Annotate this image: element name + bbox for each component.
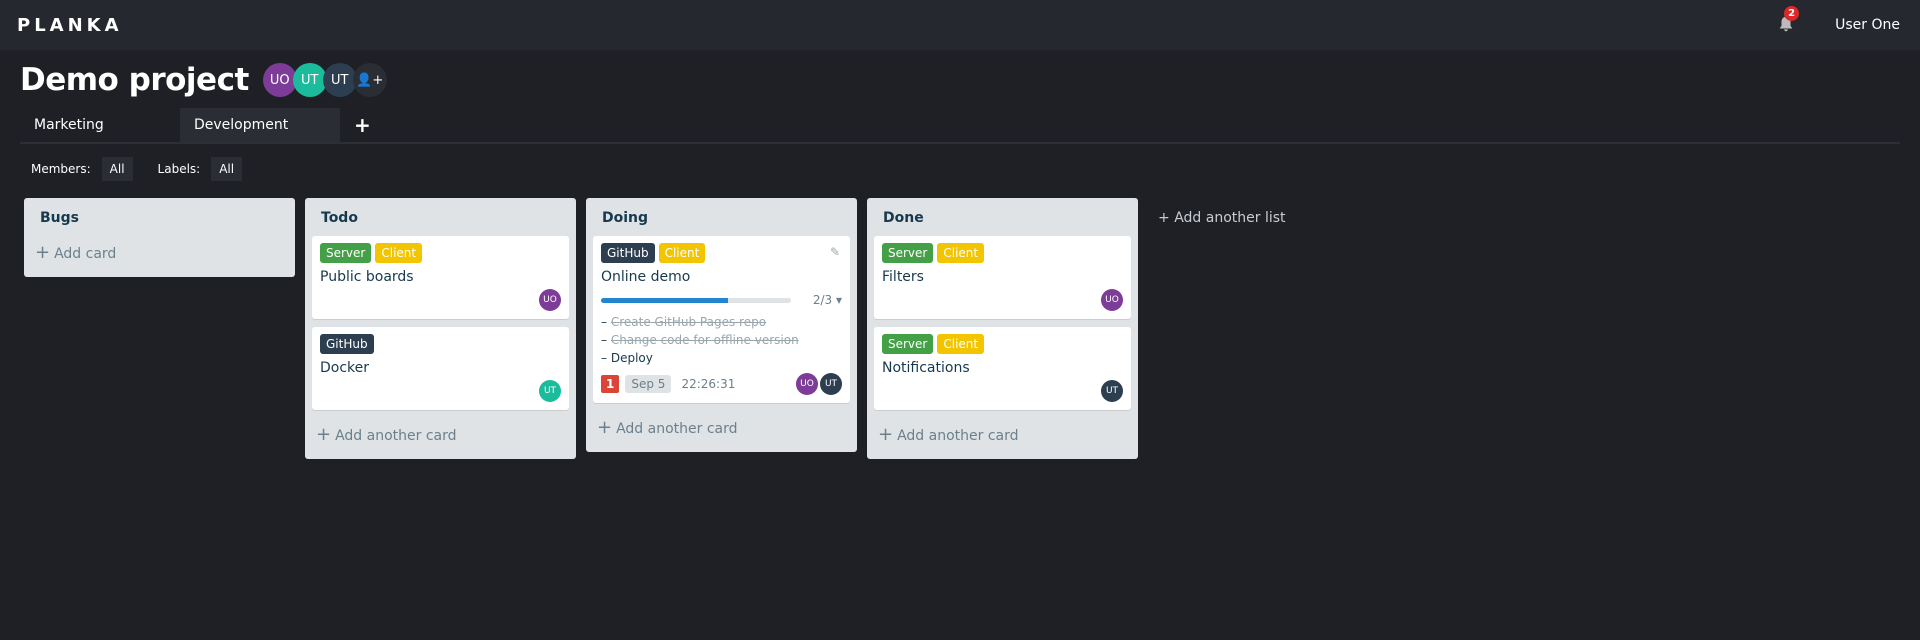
plus-icon: +	[316, 424, 332, 445]
logo[interactable]: PLANKA	[17, 14, 123, 36]
member-avatar[interactable]: UT	[292, 63, 327, 97]
member-avatar: UO	[796, 373, 818, 395]
add-card-button[interactable]: + Add another card	[597, 417, 738, 438]
card-title: Filters	[882, 269, 924, 285]
card-title: Online demo	[601, 269, 691, 285]
tab-marketing[interactable]: Marketing	[34, 117, 104, 133]
card-title: Public boards	[320, 269, 414, 285]
progress-bar	[601, 297, 791, 303]
member-avatar: UT	[820, 373, 842, 395]
comment-count: 1	[601, 375, 620, 393]
member-avatar: UT	[539, 380, 561, 402]
list-todo: Todo Server Client Public boards UO GitHu…	[305, 198, 576, 459]
member-avatar[interactable]: UT	[322, 63, 357, 97]
label-client: Client	[937, 334, 985, 354]
plus-icon: +	[354, 113, 371, 137]
add-member-button[interactable]: 👤+	[352, 63, 387, 97]
task-item[interactable]: – Deploy	[601, 351, 653, 365]
member-avatar[interactable]: UO	[262, 63, 297, 97]
progress-count: 2/3 ▾	[812, 293, 842, 307]
label-client: Client	[937, 243, 985, 263]
add-card-button[interactable]: + Add another card	[316, 424, 457, 445]
label-client: Client	[658, 243, 706, 263]
list-bugs: Bugs + Add card	[24, 198, 295, 277]
add-board-button[interactable]: +	[340, 108, 385, 142]
members-filter-label: Members:	[31, 162, 91, 176]
member-avatar: UT	[1101, 380, 1123, 402]
plus-icon: +	[878, 424, 894, 445]
label-github: GitHub	[320, 334, 374, 354]
card[interactable]: GitHub Docker UT	[312, 327, 569, 410]
user-menu[interactable]: User One	[1835, 17, 1900, 33]
list-title[interactable]: Doing	[602, 210, 649, 226]
timer[interactable]: 22:26:31	[681, 377, 736, 391]
caret-down-icon: ▾	[835, 293, 842, 307]
label-server: Server	[882, 243, 934, 263]
list-title[interactable]: Bugs	[40, 210, 79, 226]
card[interactable]: ✎ GitHub Client Online demo 2/3 ▾ – Creat…	[593, 236, 850, 403]
member-avatar: UO	[539, 289, 561, 311]
label-server: Server	[320, 243, 372, 263]
notifications-button[interactable]: 2	[1777, 6, 1800, 35]
label-github: GitHub	[601, 243, 655, 263]
plus-icon: +	[597, 417, 613, 438]
progress-fill	[601, 297, 729, 303]
top-bar: PLANKA 2 User One	[0, 0, 1920, 50]
tab-development[interactable]: Development	[180, 108, 340, 142]
card[interactable]: Server Client Filters UO	[874, 236, 1131, 319]
card[interactable]: Server Client Notifications UT	[874, 327, 1131, 410]
plus-icon: +	[1158, 210, 1175, 226]
task-progress[interactable]: 2/3 ▾	[601, 293, 842, 307]
plus-icon: +	[35, 242, 51, 263]
project-title: Demo project	[20, 62, 249, 98]
card-title: Docker	[320, 360, 370, 376]
list-title[interactable]: Todo	[321, 210, 358, 226]
task-item[interactable]: – Change code for offline version	[601, 333, 799, 347]
label-server: Server	[882, 334, 934, 354]
task-item[interactable]: – Create GitHub Pages repo	[601, 315, 767, 329]
pencil-icon[interactable]: ✎	[829, 245, 840, 259]
member-avatar: UO	[1101, 289, 1123, 311]
add-list-button[interactable]: + Add another list	[1158, 210, 1286, 226]
notification-count: 2	[1784, 6, 1800, 21]
user-plus-icon: 👤+	[356, 72, 384, 88]
card[interactable]: Server Client Public boards UO	[312, 236, 569, 319]
list-title[interactable]: Done	[883, 210, 924, 226]
due-date: Sep 5	[625, 375, 672, 393]
members-filter-button[interactable]: All	[101, 157, 133, 181]
card-title: Notifications	[882, 360, 970, 376]
list-done: Done Server Client Filters UO Server Clien…	[867, 198, 1138, 459]
label-client: Client	[375, 243, 423, 263]
labels-filter-button[interactable]: All	[211, 157, 243, 181]
add-card-button[interactable]: + Add another card	[878, 424, 1019, 445]
list-doing: Doing ✎ GitHub Client Online demo 2/3 ▾ –…	[586, 198, 857, 452]
labels-filter-label: Labels:	[157, 162, 201, 176]
add-card-button[interactable]: + Add card	[35, 242, 117, 263]
